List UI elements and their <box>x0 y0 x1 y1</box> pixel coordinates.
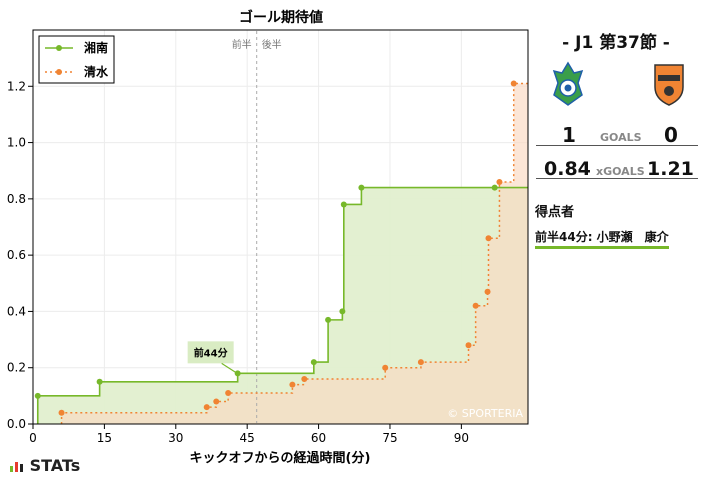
goals-label: GOALS <box>600 131 642 144</box>
x-axis-ticks: 0 15 30 45 60 75 90 <box>29 424 469 445</box>
series-0-point <box>358 184 365 191</box>
goals-divider <box>536 145 698 146</box>
series-1-point <box>472 302 479 309</box>
second-half-label: 後半 <box>262 38 282 51</box>
x-tick-label: 0 <box>29 431 37 445</box>
x-tick-label: 60 <box>311 431 326 445</box>
annotation-pointer <box>221 362 236 373</box>
annotation-box <box>187 341 234 364</box>
series-fill-0 <box>37 187 529 424</box>
home-goals: 1 <box>562 123 576 147</box>
xg-row: 0.84 xGOALS 1.21 <box>530 158 702 184</box>
xg-divider <box>536 178 698 179</box>
away-xg: 1.21 <box>647 158 694 180</box>
y-tick-label: 0.4 <box>7 304 26 318</box>
series-1-point <box>417 359 424 366</box>
plot-frame <box>32 29 529 425</box>
series-0-point <box>34 392 41 399</box>
team-emblems <box>530 61 702 117</box>
y-axis-ticks: 0.0 0.2 0.4 0.6 0.8 1.0 1.2 <box>7 79 33 431</box>
x-tick-label: 75 <box>382 431 397 445</box>
series-points <box>34 80 517 416</box>
series-1-point <box>465 342 472 349</box>
series-1-point <box>213 398 220 405</box>
legend-away-label: 清水 <box>84 64 109 79</box>
scorer-entry: 前半44分: 小野瀬 康介 <box>535 228 669 249</box>
y-tick-label: 0.6 <box>7 248 26 262</box>
x-tick-label: 15 <box>97 431 112 445</box>
scorers-heading: 得点者 <box>535 205 575 220</box>
series-1-point <box>58 409 65 416</box>
series-1-point <box>203 404 210 411</box>
series-0-point <box>310 359 317 366</box>
series-fill-1 <box>61 83 529 424</box>
legend: 湘南 清水 <box>38 35 115 84</box>
legend-home-marker <box>56 45 62 51</box>
series-0-point <box>96 378 103 385</box>
y-tick-label: 0.8 <box>7 192 26 206</box>
series-0-point <box>339 308 346 315</box>
stats-logo: STATs <box>10 456 80 475</box>
x-axis-label: キックオフからの経過時間(分) <box>190 450 371 466</box>
xg-label: xGOALS <box>596 165 645 178</box>
y-tick-label: 0.2 <box>7 361 26 375</box>
series-1-point <box>496 178 503 185</box>
legend-away-marker <box>56 69 62 75</box>
series-fills <box>37 83 529 424</box>
series-1-point <box>289 381 296 388</box>
legend-home-label: 湘南 <box>84 40 108 55</box>
series-1-point <box>484 288 491 295</box>
y-tick-label: 1.2 <box>7 79 26 93</box>
match-title: - J1 第37節 - <box>562 33 670 53</box>
goals-row: 1 GOALS 0 <box>530 123 702 149</box>
away-team-emblem <box>654 64 684 106</box>
home-xg: 0.84 <box>544 158 591 180</box>
watermark: © SPORTERIA <box>447 407 523 420</box>
series-1-point <box>510 80 517 87</box>
goal-annotation: 前44分 <box>187 341 236 373</box>
legend-box <box>38 35 115 84</box>
series-1-point <box>301 375 308 382</box>
home-team-emblem <box>552 61 584 106</box>
away-goals: 0 <box>664 123 678 147</box>
annotation-label: 前44分 <box>194 346 228 359</box>
x-tick-label: 30 <box>168 431 183 445</box>
series-0-point <box>340 201 347 208</box>
series-0-point <box>491 184 498 191</box>
series-1-point <box>485 235 492 242</box>
stats-logo-text: STATs <box>29 456 81 475</box>
series-1-point <box>382 364 389 371</box>
series-0-point <box>325 316 332 323</box>
y-tick-label: 0.0 <box>7 417 26 431</box>
series-1-point <box>225 390 232 397</box>
y-tick-label: 1.0 <box>7 136 26 150</box>
series-0-point <box>234 370 241 377</box>
match-summary-panel: - J1 第37節 - 1 GOALS 0 0.84 xGOALS 1.21 得… <box>530 24 702 249</box>
x-tick-label: 90 <box>454 431 469 445</box>
stats-logo-icon <box>10 462 23 472</box>
chart-title: ゴール期待値 <box>239 9 323 26</box>
x-tick-label: 45 <box>240 431 255 445</box>
first-half-label: 前半 <box>232 38 252 51</box>
